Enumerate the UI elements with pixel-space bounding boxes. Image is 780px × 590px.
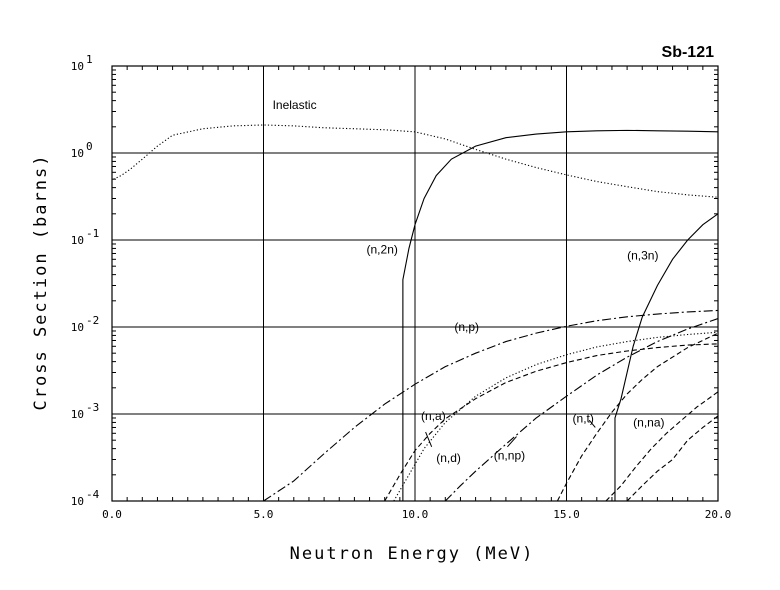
- x-tick-label: 0.0: [102, 508, 122, 521]
- y-tick-exponent: 0: [86, 140, 93, 153]
- y-tick-label: 10-2: [71, 314, 100, 334]
- annotations: Inelastic (n,2n) (n,3n) (n,p) (n,a) (n,d) (n,n…: [273, 98, 665, 465]
- series-line-n-3n: [614, 213, 719, 501]
- series-line-inelastic: [113, 124, 719, 198]
- y-tick-base: 10: [71, 495, 84, 508]
- y-tick-exponent: -3: [86, 401, 99, 414]
- annotation-n-3n: (n,3n): [627, 248, 658, 262]
- annotation-leader-line: [507, 436, 517, 448]
- y-tick-exponent: -4: [86, 488, 100, 501]
- chart-title: Sb-121: [662, 44, 715, 61]
- series-line-n-d: [393, 331, 719, 502]
- y-tick-label: 10-1: [71, 227, 100, 247]
- x-axis-label: Neutron Energy (MeV): [290, 544, 535, 564]
- y-tick-base: 10: [71, 408, 84, 421]
- series-lines: [113, 124, 719, 502]
- plot-frame: [111, 65, 719, 502]
- y-tick-base: 10: [71, 60, 84, 73]
- x-tick-label: 20.0: [705, 508, 732, 521]
- y-tick-base: 10: [71, 234, 84, 247]
- y-tick-label: 101: [71, 53, 93, 73]
- y-tick-base: 10: [71, 147, 84, 160]
- y-tick-exponent: 1: [86, 53, 93, 66]
- series-line-n-a: [384, 343, 719, 502]
- annotation-n-a: (n,a): [421, 409, 446, 423]
- series-line-n-2n: [402, 129, 719, 501]
- y-tick-label: 100: [71, 140, 93, 160]
- series-line-n-p: [263, 309, 719, 502]
- annotation-leader-line: [588, 419, 596, 428]
- x-tick-label: 5.0: [254, 508, 274, 521]
- series-line-n-na: [605, 391, 719, 502]
- y-tick-exponent: -1: [86, 227, 99, 240]
- series-line-n-t: [556, 332, 719, 502]
- y-tick-label: 10-3: [71, 401, 100, 421]
- annotation-inelastic: Inelastic: [273, 98, 317, 112]
- annotation-n-np: (n,np): [494, 448, 525, 462]
- annotation-n-t: (n,t): [573, 411, 594, 425]
- y-tick-base: 10: [71, 321, 84, 334]
- annotation-leader-line: [425, 431, 433, 447]
- series-line-unlabeled-1: [626, 415, 719, 502]
- y-axis-label: Cross Section (barns): [31, 154, 51, 411]
- x-tick-label: 15.0: [553, 508, 580, 521]
- y-tick-exponent: -2: [86, 314, 99, 327]
- annotation-n-p: (n,p): [454, 320, 479, 334]
- x-tick-label: 10.0: [402, 508, 429, 521]
- annotation-n-2n: (n,2n): [367, 242, 398, 256]
- x-tick-labels: 0.0 5.0 10.0 15.0 20.0: [102, 508, 731, 521]
- ticks: [111, 66, 719, 502]
- annotation-n-na: (n,na): [633, 415, 664, 429]
- series-line-n-np: [444, 318, 719, 502]
- grid: [112, 66, 718, 501]
- annotation-n-d: (n,d): [436, 451, 461, 465]
- y-tick-label: 10-4: [71, 488, 100, 508]
